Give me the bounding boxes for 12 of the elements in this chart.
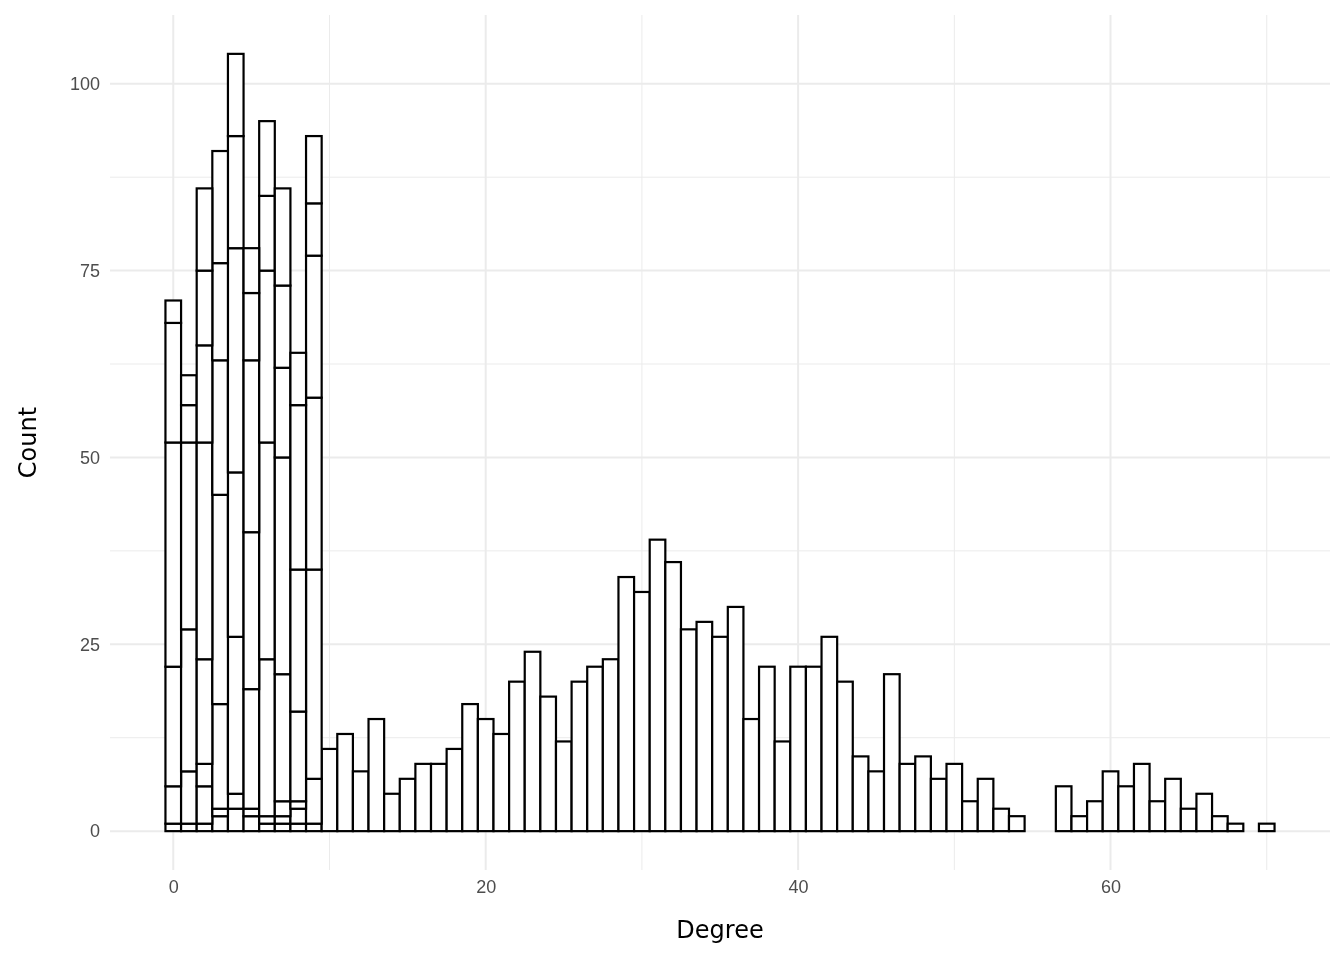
y-tick-label: 100 [69,74,100,95]
x-axis-title: Degree [676,916,764,944]
y-tick-label: 0 [89,821,100,842]
y-tick-label: 75 [79,260,100,281]
x-tick-label: 60 [1101,876,1122,897]
y-tick-label: 50 [79,447,100,468]
y-tick-label: 25 [79,634,100,655]
x-tick-label: 0 [168,876,179,897]
bar [1257,822,1276,833]
y-axis-title: Count [14,406,42,479]
x-tick-label: 20 [476,876,497,897]
x-tick-label: 40 [788,876,809,897]
